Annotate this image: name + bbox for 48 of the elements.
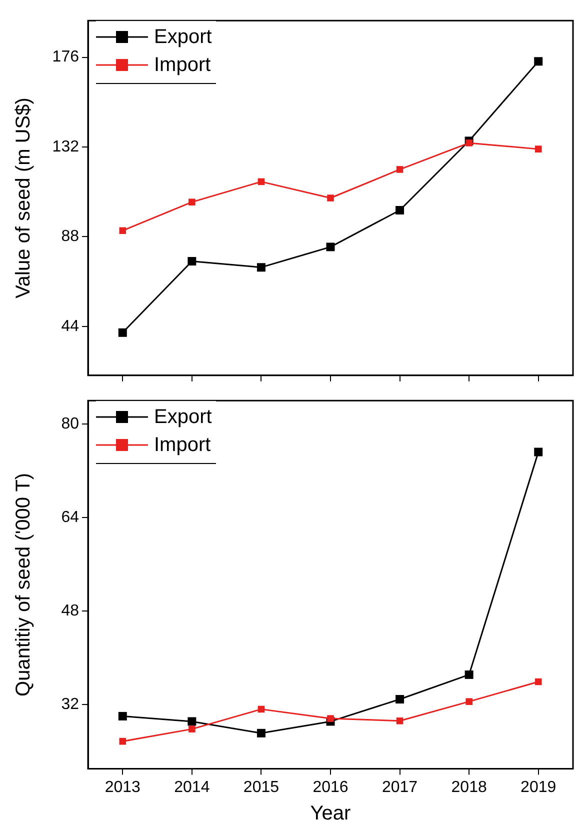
point bbox=[326, 242, 335, 252]
y-tick-label: 44 bbox=[61, 318, 80, 335]
y-tick-label: 80 bbox=[61, 415, 80, 432]
point bbox=[327, 194, 334, 202]
x-tick-label: 2017 bbox=[382, 778, 418, 796]
point bbox=[466, 698, 472, 705]
point bbox=[188, 198, 196, 206]
point bbox=[258, 178, 265, 186]
point bbox=[534, 57, 543, 66]
point bbox=[534, 146, 542, 152]
point bbox=[256, 728, 266, 738]
legend-label: Export bbox=[154, 404, 212, 430]
point bbox=[466, 140, 472, 146]
point bbox=[396, 206, 404, 214]
point bbox=[396, 695, 404, 704]
x-axis-title: Year bbox=[310, 802, 352, 825]
point bbox=[534, 678, 542, 686]
x-tick-label: 2014 bbox=[174, 778, 210, 796]
x-tick-label: 2015 bbox=[243, 778, 280, 796]
point bbox=[396, 717, 404, 724]
legend-label: Export bbox=[154, 24, 212, 50]
y-axis-title: Quantitiy of seed ('000 T) bbox=[12, 472, 35, 696]
y-tick-label: 132 bbox=[52, 138, 80, 156]
point bbox=[188, 256, 196, 266]
x-tick-label: 2018 bbox=[451, 778, 487, 796]
x-tick-label: 2019 bbox=[520, 778, 556, 796]
point bbox=[119, 738, 126, 745]
point bbox=[258, 706, 265, 713]
y-axis-title: Value of seed (m US$) bbox=[12, 98, 35, 298]
point bbox=[256, 263, 266, 272]
legend-label: Import bbox=[154, 432, 211, 458]
point bbox=[396, 166, 404, 173]
x-tick-label: 2013 bbox=[104, 778, 141, 796]
x-tick-label: 2016 bbox=[312, 778, 348, 796]
point bbox=[188, 717, 196, 726]
point bbox=[118, 712, 127, 720]
y-tick-label: 64 bbox=[61, 508, 80, 526]
y-tick-label: 88 bbox=[61, 228, 80, 246]
point bbox=[188, 726, 196, 732]
y-tick-label: 176 bbox=[52, 48, 80, 66]
point bbox=[118, 328, 127, 337]
point bbox=[464, 670, 474, 679]
point bbox=[534, 448, 543, 456]
legend-label: Import bbox=[154, 52, 211, 78]
point bbox=[327, 715, 334, 722]
y-tick-label: 32 bbox=[61, 696, 80, 713]
y-tick-label: 48 bbox=[61, 602, 80, 620]
point bbox=[119, 227, 126, 234]
